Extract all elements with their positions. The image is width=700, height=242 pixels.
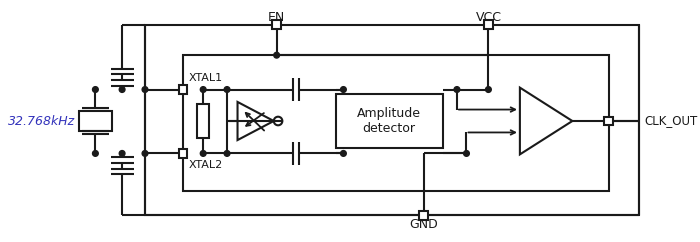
Text: VCC: VCC	[475, 10, 501, 23]
Bar	[419, 211, 428, 220]
Text: XTAL2: XTAL2	[189, 160, 223, 170]
Text: XTAL1: XTAL1	[189, 73, 223, 83]
Circle shape	[92, 87, 98, 92]
Circle shape	[119, 151, 125, 156]
Text: GND: GND	[410, 219, 438, 232]
Circle shape	[200, 151, 206, 156]
Text: detector: detector	[363, 122, 416, 135]
Circle shape	[224, 151, 230, 156]
Circle shape	[119, 87, 125, 92]
Circle shape	[454, 87, 460, 92]
Circle shape	[274, 52, 279, 58]
Bar	[484, 20, 493, 29]
Circle shape	[224, 87, 230, 92]
Circle shape	[463, 151, 469, 156]
Bar	[145, 25, 639, 215]
Circle shape	[142, 87, 148, 92]
Circle shape	[486, 87, 491, 92]
Text: CLK_OUT: CLK_OUT	[644, 114, 697, 128]
Bar	[604, 117, 613, 125]
Bar	[336, 94, 442, 148]
Bar	[179, 149, 188, 158]
Circle shape	[341, 87, 346, 92]
Text: EN: EN	[268, 10, 286, 23]
Bar	[183, 55, 608, 191]
Circle shape	[142, 151, 148, 156]
Circle shape	[341, 151, 346, 156]
Bar	[197, 104, 209, 138]
Circle shape	[200, 87, 206, 92]
Bar	[272, 20, 281, 29]
Bar	[79, 111, 111, 131]
Circle shape	[92, 151, 98, 156]
Text: Amplitude: Amplitude	[357, 107, 421, 120]
Bar	[179, 85, 188, 94]
Text: 32.768kHz: 32.768kHz	[8, 114, 75, 128]
